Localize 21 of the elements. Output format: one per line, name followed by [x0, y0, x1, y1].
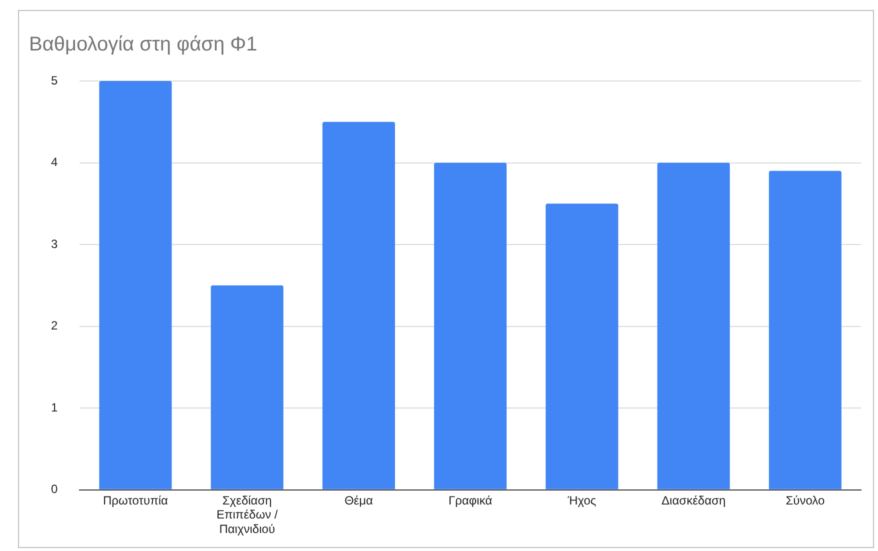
bar	[657, 162, 730, 490]
bar	[210, 285, 284, 490]
x-tick-label: Θέμα	[344, 493, 374, 508]
x-tick-label: Σχεδίαση Επιπέδων / Παιχνιδιού	[216, 493, 278, 536]
bar	[99, 81, 172, 490]
bar	[322, 122, 395, 490]
y-tick-label: 0	[50, 482, 58, 496]
y-tick-label: 1	[50, 400, 58, 414]
chart-title: Βαθμολογία στη φάση Φ1	[29, 34, 258, 56]
bar	[434, 162, 507, 490]
x-tick-label: Ήχος	[566, 493, 596, 508]
bar	[768, 170, 842, 490]
x-tick-label: Πρωτοτυπία	[103, 493, 168, 508]
x-tick-label: Σύνολο	[786, 493, 825, 508]
y-tick-label: 4	[50, 155, 58, 170]
y-tick-label: 3	[50, 236, 58, 251]
x-tick-label: Διασκέδαση	[662, 493, 726, 508]
y-tick-label: 2	[50, 318, 58, 333]
y-tick-label: 5	[50, 73, 58, 88]
bar	[546, 204, 618, 490]
x-tick-label: Γραφικά	[448, 493, 492, 508]
